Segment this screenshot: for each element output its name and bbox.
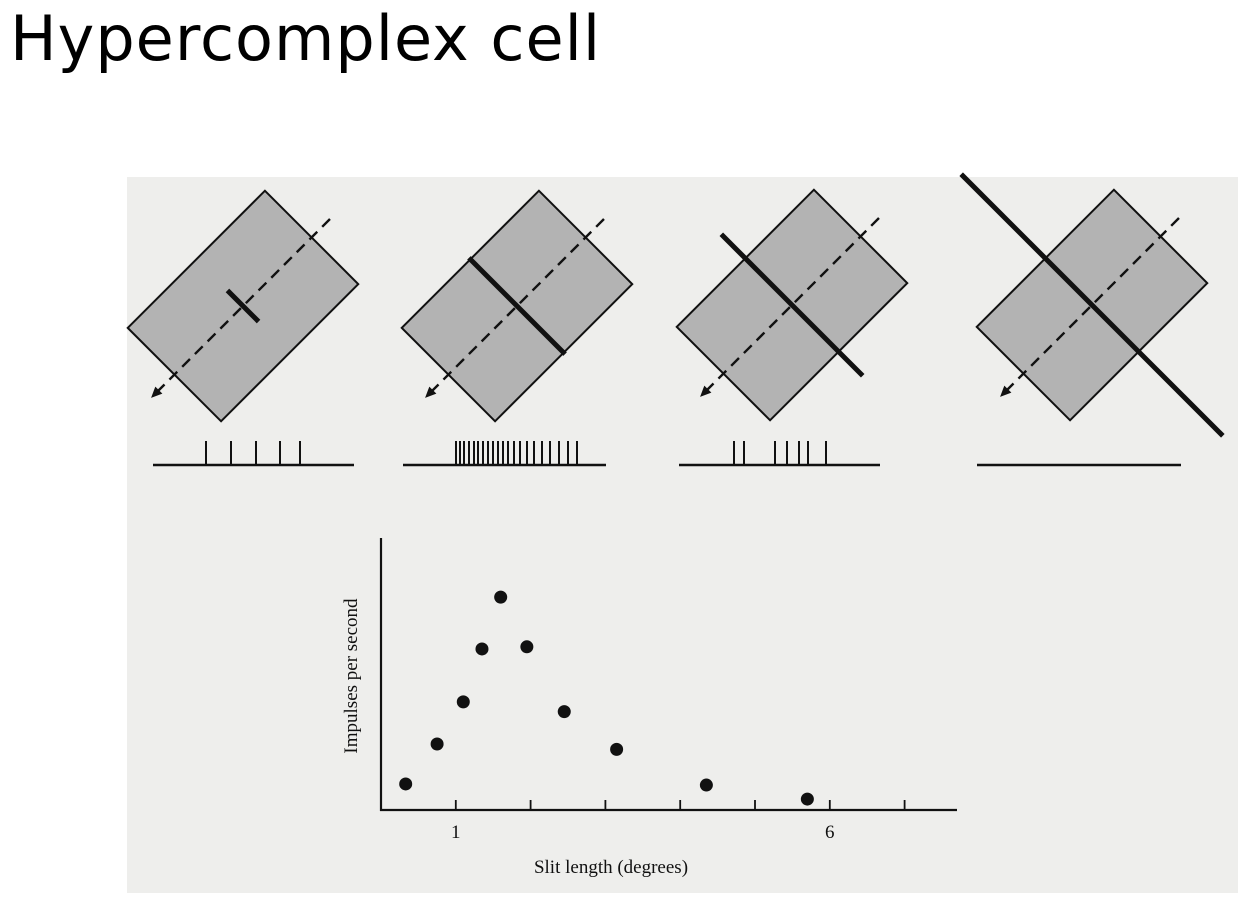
stimulus-panel-1	[126, 189, 360, 467]
slit-stimulus	[467, 256, 567, 356]
data-point	[800, 792, 814, 806]
data-point	[399, 777, 413, 791]
motion-path	[155, 216, 333, 394]
motion-path	[429, 216, 607, 394]
stimulus-panels	[126, 172, 1225, 467]
receptive-field	[675, 188, 909, 422]
data-point	[520, 640, 534, 654]
data-point	[699, 778, 713, 792]
data-point	[430, 737, 444, 751]
x-tick-label: 1	[451, 822, 461, 843]
receptive-field	[126, 189, 360, 423]
data-point	[557, 705, 571, 719]
data-point	[610, 742, 624, 756]
data-point	[494, 590, 508, 604]
x-axis-label: Slit length (degrees)	[534, 857, 688, 878]
motion-path	[1004, 215, 1182, 393]
arrow-icon	[1000, 385, 1012, 397]
receptive-field	[959, 172, 1225, 438]
slit-stimulus	[959, 172, 1225, 438]
slit-stimulus	[719, 232, 865, 378]
arrow-icon	[425, 386, 437, 398]
y-axis-label: Impulses per second	[341, 598, 362, 754]
x-tick-label: 6	[825, 822, 835, 843]
slit-stimulus	[225, 288, 261, 324]
receptive-field	[400, 189, 634, 423]
slide-title: Hypercomplex cell	[10, 2, 602, 75]
stimulus-panel-3	[675, 188, 909, 467]
data-point	[475, 642, 489, 656]
motion-path	[704, 215, 882, 393]
stimulus-panel-2	[400, 189, 634, 467]
data-point	[456, 695, 470, 709]
data-points	[399, 590, 814, 806]
arrow-icon	[151, 386, 163, 398]
stimulus-panel-4	[959, 172, 1225, 467]
arrow-icon	[700, 385, 712, 397]
